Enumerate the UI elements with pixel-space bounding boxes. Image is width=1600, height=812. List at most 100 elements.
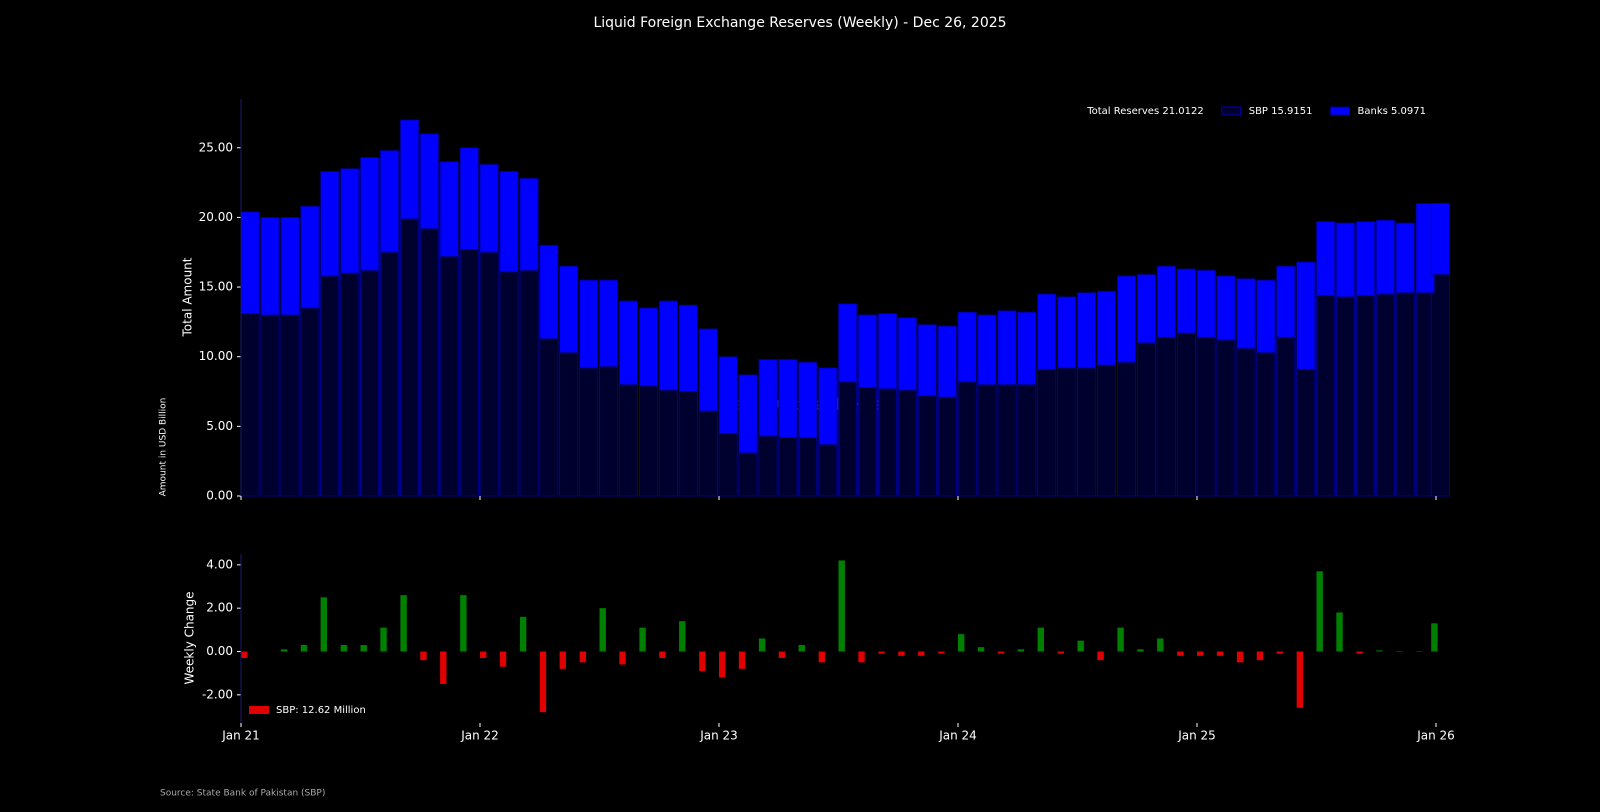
bar: [400, 119, 420, 220]
bar: [340, 645, 348, 652]
bar: [360, 157, 380, 271]
bar: [1017, 649, 1025, 652]
bar: [917, 395, 937, 497]
bar: [539, 244, 559, 339]
legend-label: SBP 15.9151: [1249, 106, 1313, 117]
bar: [878, 651, 885, 654]
bar: [400, 218, 420, 497]
bar: [320, 597, 327, 652]
bar: [1157, 638, 1164, 652]
bar: [897, 389, 917, 497]
bar: [639, 307, 659, 387]
bar: [639, 385, 659, 497]
bar: [858, 651, 865, 663]
bar: [300, 205, 320, 309]
bar: [240, 211, 260, 314]
bar: [499, 171, 519, 273]
bar: [1117, 627, 1124, 652]
bar: [379, 150, 399, 253]
bar: [917, 324, 937, 397]
bar: [1176, 332, 1196, 497]
bar: [778, 359, 798, 438]
bar: [1057, 296, 1077, 369]
bar: [460, 595, 467, 652]
bar: [559, 352, 579, 497]
bar: [280, 649, 288, 652]
bar: [699, 651, 706, 671]
bar: [658, 389, 678, 497]
bar: [599, 608, 606, 652]
bar: [599, 366, 619, 497]
bar: [1136, 274, 1156, 344]
bar: [838, 381, 858, 497]
bar: [419, 133, 439, 229]
bar: [559, 265, 579, 353]
bar: [977, 647, 985, 652]
bar: [499, 651, 507, 667]
bar: [937, 396, 957, 497]
y-tick-label: 5.00: [206, 419, 233, 433]
bar: [1137, 649, 1144, 652]
bar: [977, 314, 997, 385]
bar: [958, 634, 965, 652]
bar: [320, 275, 340, 497]
legend-swatch: [249, 706, 269, 714]
y-tick-label: 15.00: [199, 280, 233, 294]
x-tick-label: Jan 21: [221, 729, 260, 743]
bar: [1096, 364, 1116, 497]
bar: [379, 251, 399, 497]
bar: [439, 256, 459, 497]
bar: [1136, 342, 1156, 497]
bar: [519, 616, 527, 652]
bar: [1176, 268, 1196, 334]
bar: [857, 314, 877, 388]
bar: [499, 271, 519, 497]
bar: [1316, 295, 1336, 497]
bar: [1197, 651, 1204, 656]
bar: [678, 391, 698, 497]
bar: [440, 651, 447, 684]
bar: [1356, 221, 1376, 296]
bar: [1156, 336, 1176, 497]
bar: [1256, 352, 1276, 497]
bar: [1117, 275, 1137, 363]
bar: [1335, 222, 1355, 298]
bar: [420, 651, 427, 661]
bar: [480, 651, 487, 658]
bar: [838, 560, 845, 652]
bar: [1356, 295, 1376, 497]
y-tick-label: 10.00: [199, 349, 233, 363]
y-tick-label: 25.00: [199, 140, 233, 154]
bar: [738, 374, 758, 454]
bar: [698, 410, 718, 497]
bar: [1017, 384, 1037, 497]
bar: [340, 272, 360, 497]
bar: [539, 338, 559, 497]
x-tick-label: Jan 22: [460, 729, 499, 743]
bar: [599, 279, 619, 367]
bar: [1296, 651, 1304, 708]
bar: [1177, 651, 1184, 656]
bar: [1117, 361, 1137, 497]
bar: [579, 651, 587, 663]
bar: [360, 645, 367, 652]
bar: [579, 279, 599, 369]
bar: [539, 651, 547, 713]
bar: [360, 269, 380, 497]
bar: [1276, 265, 1296, 338]
bar: [260, 217, 280, 316]
bar: [1276, 651, 1283, 654]
bar: [718, 356, 738, 434]
bar: [519, 177, 539, 271]
bar: [658, 300, 678, 391]
x-tick-label: Jan 25: [1177, 729, 1216, 743]
bar: [818, 651, 826, 663]
bar: [260, 314, 280, 497]
bar: [738, 452, 758, 497]
bar: [340, 168, 360, 274]
y-axis-label: Total Amount: [181, 257, 195, 337]
bar: [1376, 650, 1383, 652]
bar: [519, 269, 539, 497]
bar: [778, 651, 786, 658]
